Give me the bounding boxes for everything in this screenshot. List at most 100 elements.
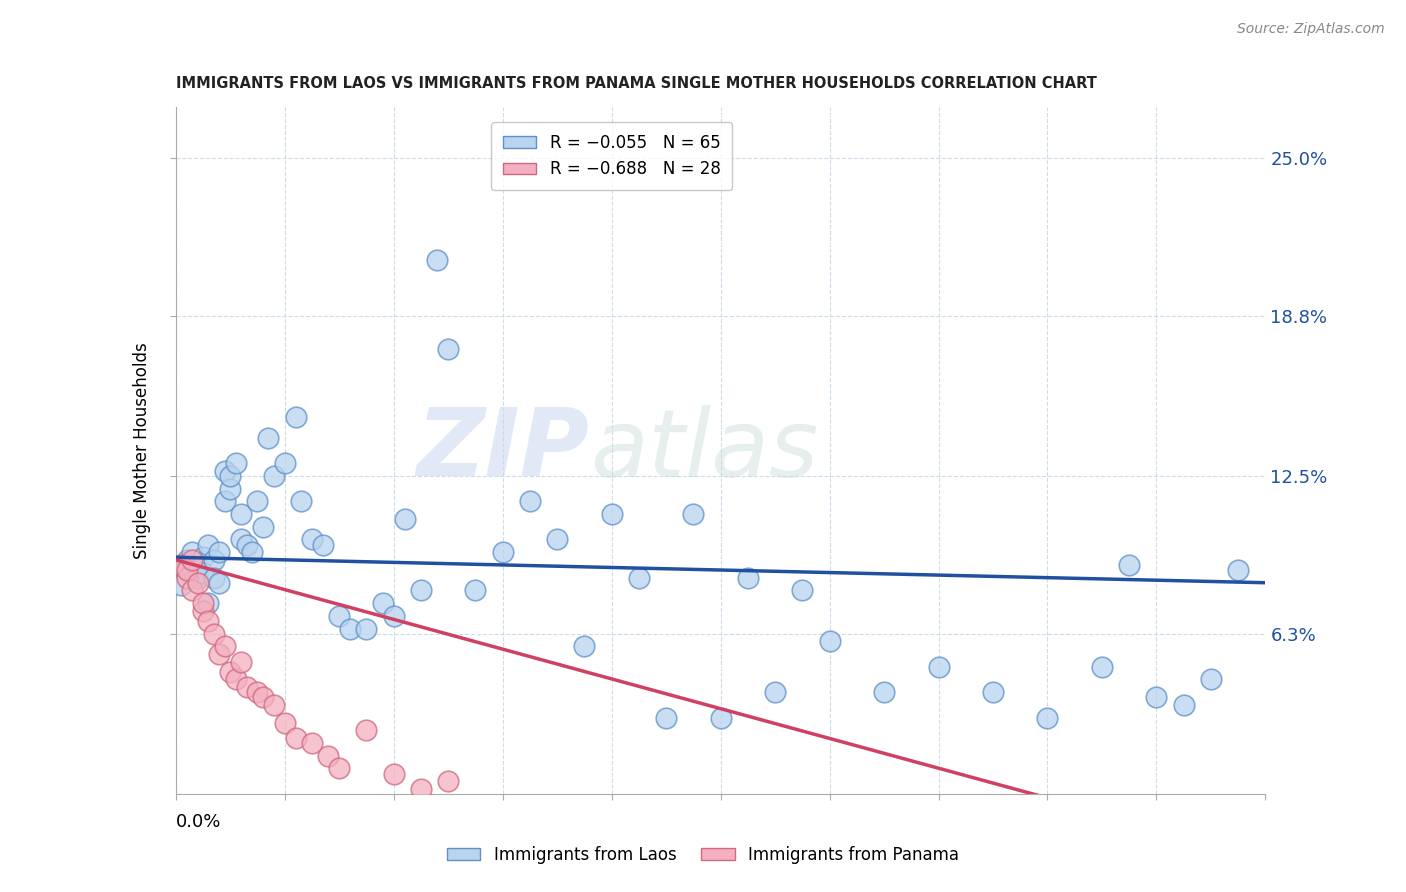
Point bbox=[301, 533, 323, 547]
Point bbox=[339, 622, 361, 636]
Point bbox=[225, 456, 247, 470]
Point bbox=[312, 538, 335, 552]
Point bbox=[191, 566, 214, 580]
Point bbox=[186, 571, 209, 585]
Point bbox=[235, 538, 257, 552]
Point bbox=[202, 626, 225, 640]
Point bbox=[600, 507, 623, 521]
Point bbox=[655, 710, 678, 724]
Point bbox=[214, 640, 236, 654]
Point bbox=[382, 608, 405, 623]
Point bbox=[409, 583, 432, 598]
Point bbox=[328, 608, 350, 623]
Point bbox=[235, 680, 257, 694]
Text: IMMIGRANTS FROM LAOS VS IMMIGRANTS FROM PANAMA SINGLE MOTHER HOUSEHOLDS CORRELAT: IMMIGRANTS FROM LAOS VS IMMIGRANTS FROM … bbox=[176, 76, 1097, 91]
Point bbox=[1091, 659, 1114, 673]
Text: Source: ZipAtlas.com: Source: ZipAtlas.com bbox=[1237, 22, 1385, 37]
Point bbox=[464, 583, 486, 598]
Point bbox=[371, 596, 394, 610]
Point bbox=[328, 761, 350, 775]
Point bbox=[197, 596, 219, 610]
Point bbox=[274, 715, 297, 730]
Point bbox=[197, 538, 219, 552]
Point bbox=[356, 622, 378, 636]
Point bbox=[181, 563, 204, 577]
Point bbox=[214, 494, 236, 508]
Point bbox=[231, 507, 253, 521]
Point bbox=[710, 710, 733, 724]
Point bbox=[219, 665, 242, 679]
Point bbox=[191, 596, 214, 610]
Point bbox=[170, 578, 193, 592]
Point bbox=[682, 507, 704, 521]
Text: ZIP: ZIP bbox=[418, 404, 591, 497]
Point bbox=[202, 553, 225, 567]
Point bbox=[1199, 673, 1222, 687]
Point bbox=[394, 512, 416, 526]
Point bbox=[318, 748, 340, 763]
Point bbox=[492, 545, 515, 559]
Point bbox=[257, 431, 280, 445]
Point bbox=[284, 410, 307, 425]
Point bbox=[214, 464, 236, 478]
Point bbox=[437, 774, 460, 789]
Point bbox=[219, 482, 242, 496]
Point bbox=[574, 640, 596, 654]
Point bbox=[252, 520, 274, 534]
Point bbox=[928, 659, 950, 673]
Point bbox=[1227, 563, 1250, 577]
Point bbox=[1144, 690, 1167, 705]
Point bbox=[208, 545, 231, 559]
Point bbox=[1173, 698, 1195, 712]
Point bbox=[737, 571, 759, 585]
Point bbox=[981, 685, 1004, 699]
Point bbox=[274, 456, 297, 470]
Point bbox=[208, 647, 231, 661]
Point bbox=[246, 685, 269, 699]
Point bbox=[202, 571, 225, 585]
Point bbox=[186, 575, 209, 590]
Point bbox=[225, 673, 247, 687]
Point bbox=[356, 723, 378, 738]
Point bbox=[792, 583, 814, 598]
Point bbox=[176, 563, 198, 577]
Point bbox=[252, 690, 274, 705]
Point bbox=[426, 252, 449, 267]
Point bbox=[301, 736, 323, 750]
Point bbox=[284, 731, 307, 745]
Point bbox=[176, 553, 198, 567]
Point bbox=[1118, 558, 1140, 572]
Point bbox=[231, 533, 253, 547]
Point bbox=[181, 583, 204, 598]
Point bbox=[170, 558, 193, 572]
Text: atlas: atlas bbox=[591, 405, 818, 496]
Point bbox=[246, 494, 269, 508]
Point bbox=[263, 469, 285, 483]
Point bbox=[181, 545, 204, 559]
Point bbox=[231, 655, 253, 669]
Text: 0.0%: 0.0% bbox=[176, 814, 221, 831]
Point bbox=[191, 550, 214, 565]
Point bbox=[240, 545, 263, 559]
Point bbox=[1036, 710, 1059, 724]
Point bbox=[818, 634, 841, 648]
Point bbox=[382, 766, 405, 780]
Point bbox=[191, 604, 214, 618]
Point bbox=[290, 494, 312, 508]
Point bbox=[197, 614, 219, 628]
Legend: Immigrants from Laos, Immigrants from Panama: Immigrants from Laos, Immigrants from Pa… bbox=[440, 839, 966, 871]
Point bbox=[219, 469, 242, 483]
Point bbox=[437, 342, 460, 356]
Point bbox=[263, 698, 285, 712]
Point bbox=[627, 571, 650, 585]
Point bbox=[546, 533, 568, 547]
Point bbox=[873, 685, 896, 699]
Point bbox=[186, 558, 209, 572]
Legend: R = −0.055   N = 65, R = −0.688   N = 28: R = −0.055 N = 65, R = −0.688 N = 28 bbox=[491, 122, 733, 190]
Point bbox=[181, 553, 204, 567]
Point bbox=[519, 494, 541, 508]
Y-axis label: Single Mother Households: Single Mother Households bbox=[134, 343, 152, 558]
Point bbox=[409, 781, 432, 796]
Point bbox=[176, 571, 198, 585]
Point bbox=[763, 685, 786, 699]
